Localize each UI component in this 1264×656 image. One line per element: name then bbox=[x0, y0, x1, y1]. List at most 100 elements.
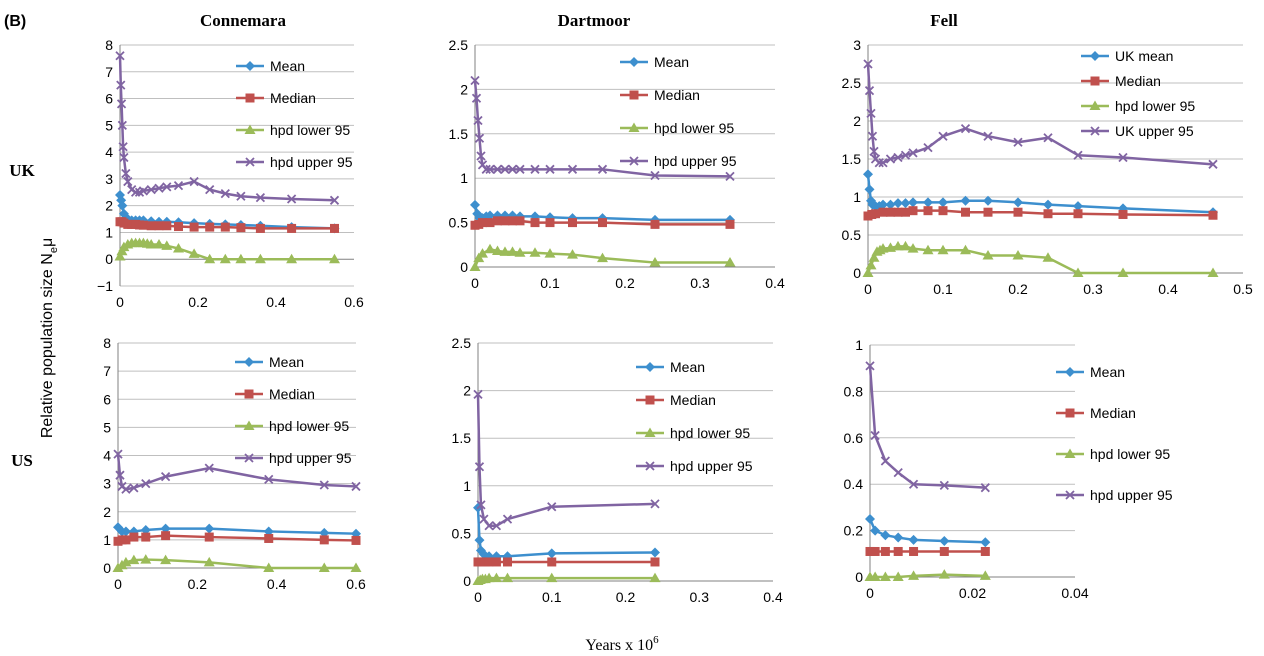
data-point bbox=[351, 481, 361, 492]
legend-label: Median bbox=[1115, 73, 1161, 89]
y-tick-label: 2 bbox=[460, 81, 468, 97]
data-point bbox=[138, 186, 149, 196]
data-point bbox=[650, 219, 660, 229]
data-point bbox=[960, 195, 971, 206]
x-tick-label: 0.04 bbox=[1061, 585, 1088, 601]
data-point bbox=[567, 249, 578, 259]
data-point bbox=[1207, 267, 1219, 277]
data-point bbox=[869, 146, 879, 157]
series-line bbox=[117, 558, 356, 570]
x-axis-title-main: Years x 10 bbox=[585, 637, 653, 654]
y-tick-label: 0.5 bbox=[449, 215, 469, 231]
data-point bbox=[476, 500, 486, 510]
data-point bbox=[908, 206, 918, 216]
data-point bbox=[514, 247, 526, 257]
data-point bbox=[1043, 133, 1053, 143]
data-point bbox=[725, 171, 735, 182]
data-point bbox=[114, 251, 126, 261]
data-point bbox=[546, 572, 558, 583]
data-point bbox=[567, 164, 578, 174]
legend-entry: Median bbox=[636, 392, 716, 408]
data-point bbox=[319, 535, 329, 545]
data-point bbox=[938, 131, 948, 141]
data-point bbox=[477, 248, 488, 258]
legend-entry: hpd lower 95 bbox=[236, 122, 350, 138]
data-point bbox=[491, 521, 502, 531]
legend-label: Median bbox=[1090, 405, 1136, 421]
data-point bbox=[547, 557, 557, 567]
data-point bbox=[939, 480, 949, 490]
data-point bbox=[235, 253, 247, 264]
legend-entry: hpd lower 95 bbox=[620, 120, 734, 136]
data-point bbox=[892, 571, 904, 581]
data-point bbox=[286, 253, 298, 264]
data-point bbox=[507, 164, 518, 174]
legend-entry: hpd upper 95 bbox=[236, 154, 353, 170]
panel-label: (B) bbox=[4, 13, 26, 30]
x-tick-label: 0.6 bbox=[344, 294, 364, 310]
data-point bbox=[865, 514, 875, 524]
data-point bbox=[893, 207, 903, 217]
data-point bbox=[121, 168, 131, 179]
data-point bbox=[120, 526, 131, 537]
series-line bbox=[867, 209, 1214, 218]
data-point bbox=[117, 200, 128, 211]
y-tick-label: 2 bbox=[103, 504, 111, 520]
x-tick-label: 0.4 bbox=[765, 275, 785, 291]
chart-uk-dartmoor: 0 0.5 1 1.5 2 2.5 0 0.1 0.2 0.3 0.4 Mean Median hpd l… bbox=[449, 37, 785, 291]
data-point bbox=[938, 197, 948, 208]
data-point bbox=[900, 198, 911, 209]
data-point bbox=[173, 243, 184, 253]
data-point bbox=[892, 240, 904, 251]
x-tick-label: 0.1 bbox=[540, 275, 560, 291]
legend-label: Median bbox=[270, 90, 316, 106]
data-point bbox=[500, 216, 510, 226]
legend-entry: Median bbox=[235, 386, 315, 402]
data-point bbox=[161, 240, 173, 250]
legend-label: hpd lower 95 bbox=[270, 122, 350, 138]
legend-entry: hpd upper 95 bbox=[636, 458, 753, 474]
data-point bbox=[650, 499, 660, 509]
y-tick-label: 0.2 bbox=[844, 523, 864, 539]
data-point bbox=[113, 449, 123, 459]
series-2 bbox=[864, 569, 991, 581]
legend-marker bbox=[244, 389, 254, 399]
data-point bbox=[493, 216, 502, 226]
y-tick-label: 4 bbox=[105, 144, 113, 160]
legend-marker bbox=[1064, 448, 1076, 458]
row-title-us: US bbox=[11, 451, 33, 470]
data-point bbox=[893, 198, 903, 209]
data-point bbox=[893, 532, 904, 543]
legend-entry: hpd lower 95 bbox=[235, 418, 349, 434]
y-axis-title-mu: μ bbox=[39, 238, 56, 247]
data-point bbox=[481, 164, 491, 174]
legend-label: hpd upper 95 bbox=[670, 458, 753, 474]
y-tick-label: 2.5 bbox=[842, 75, 862, 91]
data-point bbox=[1073, 150, 1083, 160]
series-1 bbox=[115, 217, 339, 233]
data-point bbox=[351, 535, 361, 545]
series-2 bbox=[114, 237, 340, 264]
legend-entry: hpd upper 95 bbox=[620, 153, 737, 169]
series-3 bbox=[113, 449, 361, 494]
series-0 bbox=[473, 502, 660, 562]
legend-marker bbox=[244, 453, 254, 463]
data-point bbox=[939, 536, 950, 547]
x-tick-label: 0.2 bbox=[1008, 281, 1028, 297]
y-tick-label: 1 bbox=[103, 532, 111, 548]
legend-marker bbox=[243, 420, 255, 430]
legend-entry: Mean bbox=[236, 58, 305, 74]
legend-marker bbox=[1089, 100, 1101, 110]
data-point bbox=[479, 514, 489, 524]
y-tick-label: 3 bbox=[105, 171, 113, 187]
series-line bbox=[866, 63, 1214, 166]
data-point bbox=[141, 532, 151, 542]
data-point bbox=[121, 484, 131, 494]
y-tick-label: 1.5 bbox=[452, 430, 472, 446]
legend-marker bbox=[245, 61, 255, 71]
series-1 bbox=[470, 216, 735, 230]
data-point bbox=[474, 133, 485, 143]
data-point bbox=[923, 142, 933, 153]
legend-marker bbox=[1090, 76, 1100, 86]
data-point bbox=[1042, 252, 1054, 262]
